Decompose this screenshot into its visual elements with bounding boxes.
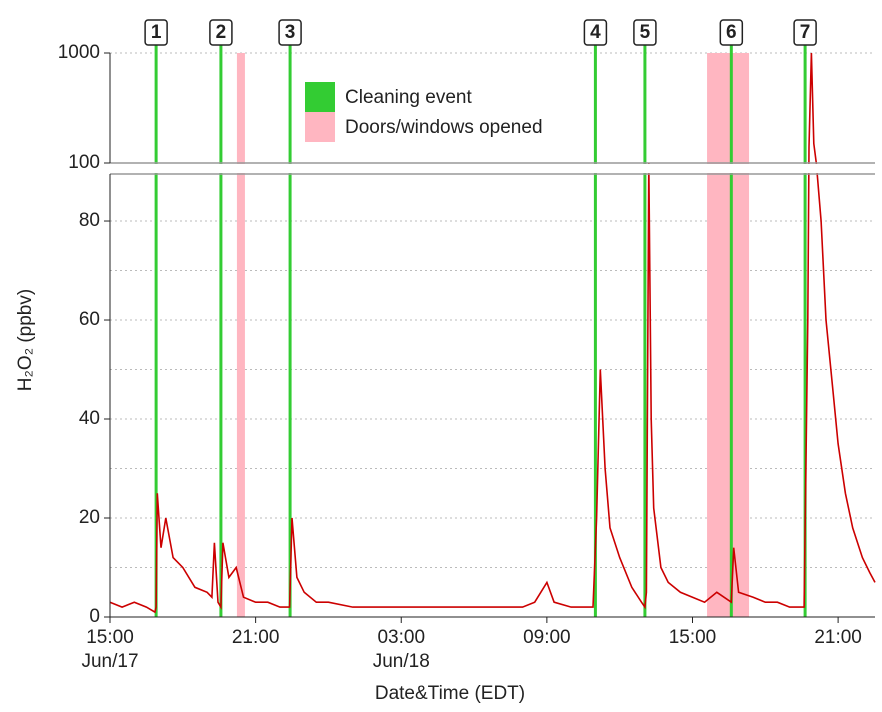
event-label: 3 [285, 22, 296, 43]
event-label-box [793, 19, 817, 46]
legend-swatch [305, 112, 335, 142]
data-line [109, 52, 876, 614]
event-label-box [583, 19, 608, 46]
door-opening-span [707, 53, 750, 617]
event-label-box [719, 19, 744, 46]
event-label: 4 [590, 22, 601, 43]
event-label: 5 [640, 22, 651, 43]
y-tick-label: 1000 [58, 42, 100, 63]
legend-label: Doors/windows opened [345, 117, 543, 138]
y-tick-label: 20 [79, 507, 100, 528]
event-label: 1 [151, 22, 162, 43]
x-tick-label: 15:00 [86, 627, 134, 648]
y-axis-label: H₂O₂ (ppbv) [15, 289, 36, 391]
x-tick-label: 21:00 [232, 627, 280, 648]
event-label: 7 [800, 22, 811, 43]
y-tick-label: 80 [79, 210, 100, 231]
y-tick-label: 60 [79, 309, 100, 330]
event-label-box [633, 19, 657, 46]
legend-label: Cleaning event [345, 87, 472, 108]
x-tick-label: Jun/17 [81, 651, 138, 672]
x-tick-label: 21:00 [814, 627, 862, 648]
x-tick-label: 15:00 [669, 627, 717, 648]
event-label: 6 [726, 22, 737, 43]
x-axis-label: Date&Time (EDT) [375, 683, 525, 704]
break-gap [110, 164, 875, 173]
x-tick-label: 09:00 [523, 627, 571, 648]
event-label-box [209, 19, 233, 46]
legend-swatch [305, 82, 335, 112]
y-tick-label: 100 [68, 152, 100, 173]
x-tick-label: 03:00 [377, 627, 425, 648]
event-label: 2 [216, 22, 227, 43]
event-label-box [278, 19, 302, 46]
door-opening-span [236, 53, 245, 617]
y-tick-label: 40 [79, 408, 100, 429]
event-label-box [144, 19, 168, 46]
x-tick-label: Jun/18 [373, 651, 430, 672]
y-tick-label: 0 [89, 606, 100, 627]
